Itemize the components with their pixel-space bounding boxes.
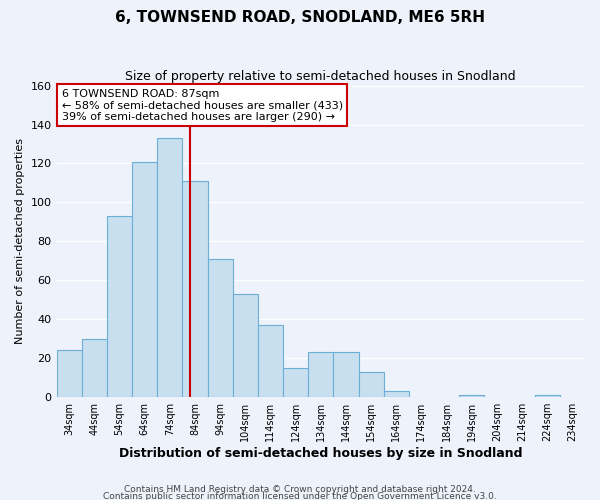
Text: 6 TOWNSEND ROAD: 87sqm
← 58% of semi-detached houses are smaller (433)
39% of se: 6 TOWNSEND ROAD: 87sqm ← 58% of semi-det… — [62, 88, 343, 122]
Bar — [107, 216, 132, 397]
Bar — [233, 294, 258, 397]
Text: Contains HM Land Registry data © Crown copyright and database right 2024.: Contains HM Land Registry data © Crown c… — [124, 486, 476, 494]
Y-axis label: Number of semi-detached properties: Number of semi-detached properties — [15, 138, 25, 344]
Bar — [258, 325, 283, 397]
Bar — [157, 138, 182, 397]
Bar — [82, 339, 107, 397]
Bar — [334, 352, 359, 397]
Bar — [182, 181, 208, 397]
Bar — [535, 396, 560, 397]
X-axis label: Distribution of semi-detached houses by size in Snodland: Distribution of semi-detached houses by … — [119, 447, 523, 460]
Bar — [459, 396, 484, 397]
Bar — [132, 162, 157, 397]
Bar — [56, 350, 82, 397]
Text: 6, TOWNSEND ROAD, SNODLAND, ME6 5RH: 6, TOWNSEND ROAD, SNODLAND, ME6 5RH — [115, 10, 485, 25]
Bar — [208, 259, 233, 397]
Bar — [283, 368, 308, 397]
Title: Size of property relative to semi-detached houses in Snodland: Size of property relative to semi-detach… — [125, 70, 516, 83]
Text: Contains public sector information licensed under the Open Government Licence v3: Contains public sector information licen… — [103, 492, 497, 500]
Bar — [383, 392, 409, 397]
Bar — [359, 372, 383, 397]
Bar — [308, 352, 334, 397]
